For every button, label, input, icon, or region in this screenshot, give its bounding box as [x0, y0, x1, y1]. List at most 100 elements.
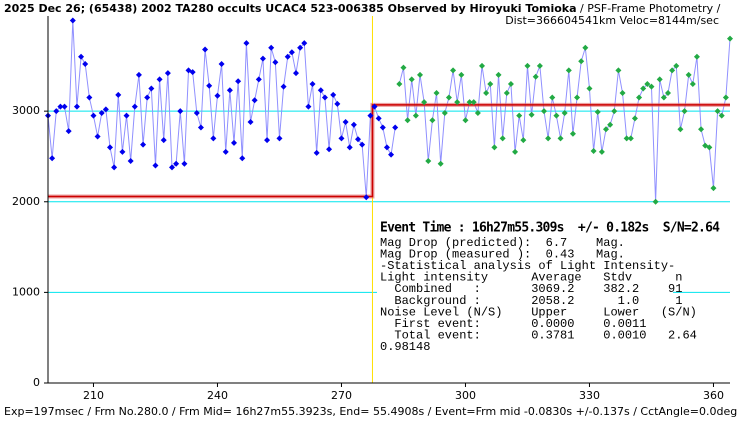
- data-point: [65, 128, 72, 135]
- data-point: [189, 69, 196, 76]
- data-point: [479, 62, 485, 69]
- data-point: [718, 112, 725, 119]
- x-tick-label: 240: [207, 389, 228, 402]
- data-point: [127, 157, 134, 164]
- data-point: [685, 71, 692, 78]
- data-point: [140, 141, 147, 148]
- data-point: [280, 83, 287, 90]
- data-point: [268, 44, 275, 51]
- y-tick-label: 0: [33, 376, 40, 389]
- data-point: [516, 112, 523, 119]
- data-point: [123, 112, 130, 119]
- data-point: [536, 62, 543, 69]
- data-point: [607, 121, 614, 128]
- data-point: [727, 35, 733, 42]
- data-point: [495, 71, 502, 78]
- data-point: [119, 148, 126, 155]
- annotation-line: -Statistical analysis of Light Intensity…: [380, 259, 675, 273]
- data-point: [524, 62, 531, 69]
- annotation-line: Mag Drop (measured ): 0.43 Mag.: [380, 247, 625, 261]
- data-point: [317, 87, 324, 94]
- data-point: [425, 157, 432, 164]
- data-point: [474, 109, 481, 116]
- data-point: [115, 91, 122, 98]
- annotation-line: Total event: 0.3781 0.0010 2.64: [380, 329, 697, 343]
- data-point: [396, 80, 403, 87]
- data-point: [181, 160, 188, 167]
- data-point: [615, 67, 622, 74]
- plot-area: 0 1000 2000 3000 210 240 270 300 330 360 Event Tim…: [12, 16, 733, 402]
- data-point: [218, 61, 225, 68]
- data-point: [636, 94, 643, 101]
- data-point: [545, 135, 552, 142]
- data-point: [466, 99, 473, 106]
- data-point: [404, 117, 411, 124]
- data-point: [532, 73, 539, 80]
- data-point: [222, 148, 229, 155]
- data-point: [388, 151, 395, 158]
- data-point: [135, 71, 142, 78]
- data-point: [722, 94, 729, 101]
- data-point: [284, 53, 291, 60]
- data-point: [553, 112, 560, 119]
- data-point: [619, 90, 626, 97]
- data-point: [359, 141, 366, 148]
- data-point: [441, 109, 448, 116]
- data-point: [681, 108, 688, 115]
- data-point: [445, 94, 452, 101]
- annotation-line: Noise Level (N/S) Upper Lower (S/N): [380, 305, 697, 319]
- data-point: [111, 164, 118, 171]
- data-point: [714, 108, 721, 115]
- data-point: [338, 135, 345, 142]
- y-tick-label: 2000: [12, 195, 40, 208]
- data-point: [375, 115, 382, 122]
- data-point: [156, 76, 163, 83]
- data-point: [673, 62, 680, 69]
- data-point: [417, 71, 423, 78]
- annotation-line: Mag Drop (predicted): 6.7 Mag.: [380, 236, 625, 250]
- annotation-box: [377, 220, 673, 360]
- data-point: [94, 133, 101, 140]
- data-point: [214, 92, 221, 99]
- data-point: [86, 94, 93, 101]
- data-point: [264, 137, 271, 144]
- footer: Exp=197msec / Frm No.280.0 / Frm Mid= 16…: [4, 405, 737, 418]
- data-point: [698, 126, 705, 133]
- data-point: [383, 144, 390, 151]
- annotation-line: First event: 0.0000 0.0011: [380, 317, 646, 331]
- data-point: [305, 103, 312, 110]
- data-point: [565, 67, 572, 74]
- data-point: [82, 61, 89, 68]
- data-point: [57, 103, 64, 110]
- data-point: [450, 67, 457, 74]
- data-point: [131, 103, 138, 110]
- data-point: [355, 136, 361, 143]
- data-point: [677, 126, 684, 133]
- data-point: [483, 90, 490, 97]
- data-point: [408, 76, 415, 83]
- data-point: [330, 91, 337, 98]
- data-point: [433, 90, 440, 97]
- data-point: [392, 124, 399, 131]
- data-point: [247, 119, 254, 126]
- title-line: 2025 Dec 26; (65438) 2002 TA280 occults …: [4, 2, 721, 15]
- data-point: [293, 70, 299, 77]
- data-point: [164, 70, 171, 77]
- data-point: [598, 148, 605, 155]
- data-point: [152, 162, 159, 169]
- data-point: [301, 40, 308, 47]
- data-point: [363, 194, 370, 201]
- data-point: [669, 67, 676, 74]
- data-point: [512, 148, 519, 155]
- data-point: [499, 135, 506, 142]
- data-point: [574, 94, 581, 101]
- data-point: [627, 135, 634, 142]
- data-point: [193, 109, 200, 116]
- data-point: [78, 53, 85, 60]
- data-point: [367, 112, 374, 119]
- data-point: [689, 80, 696, 87]
- data-point: [549, 94, 556, 101]
- y-tick-label: 1000: [12, 285, 40, 298]
- x-tick-label: 300: [455, 389, 476, 402]
- data-point: [594, 109, 601, 116]
